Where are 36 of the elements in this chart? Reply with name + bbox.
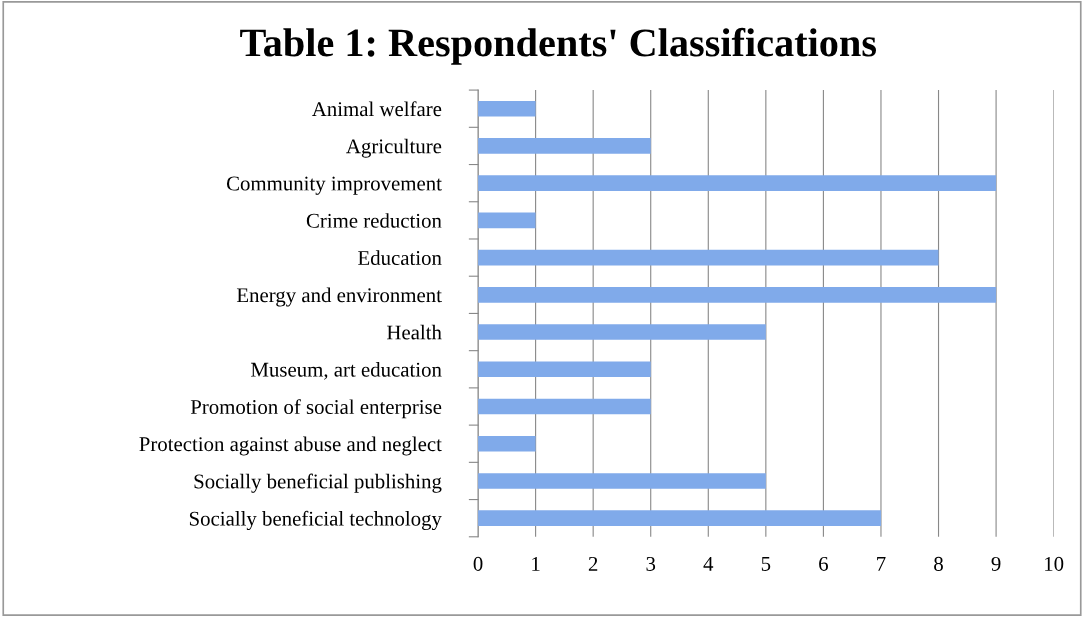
bar (478, 175, 997, 191)
bar (478, 249, 939, 266)
x-tick-label: 7 (877, 557, 886, 571)
chart-title: Table 1: Respondents' Classifications (240, 27, 877, 65)
y-tick-label: Socially beneficial publishing (194, 473, 442, 493)
bar (478, 473, 766, 489)
x-tick-label: 9 (991, 556, 1001, 571)
bar (478, 138, 651, 154)
x-tick-label: 5 (761, 557, 771, 571)
x-tick-label: 0 (473, 556, 483, 571)
y-tick-label: Energy and environment (236, 287, 442, 307)
bar (478, 324, 766, 340)
x-tick-label: 10 (1045, 556, 1064, 571)
bar (478, 398, 651, 415)
x-tick-label: 2 (588, 556, 598, 571)
x-tick-label: 8 (934, 556, 943, 571)
y-tick-label: Protection against abuse and neglect (139, 436, 442, 456)
bar (478, 510, 881, 526)
bar (478, 435, 536, 452)
y-tick-label: Animal welfare (311, 101, 442, 117)
bar (478, 361, 651, 378)
y-tick-label: Education (358, 250, 442, 266)
bar (478, 212, 536, 229)
y-tick-label: Promotion of social enterprise (190, 399, 442, 419)
x-tick-label: 6 (819, 556, 828, 571)
y-tick-label: Agriculture (346, 138, 442, 158)
y-tick-label: Health (387, 324, 442, 340)
x-tick-label: 1 (532, 556, 540, 571)
y-tick-label: Museum, art education (251, 362, 442, 380)
x-tick-label: 4 (703, 556, 714, 571)
bar (478, 287, 997, 303)
y-tick-label: Crime reduction (306, 213, 442, 228)
y-tick-label: Socially beneficial technology (189, 510, 442, 531)
y-tick-label: Community improvement (226, 176, 442, 195)
x-tick-label: 3 (646, 556, 656, 571)
bar (478, 100, 536, 117)
